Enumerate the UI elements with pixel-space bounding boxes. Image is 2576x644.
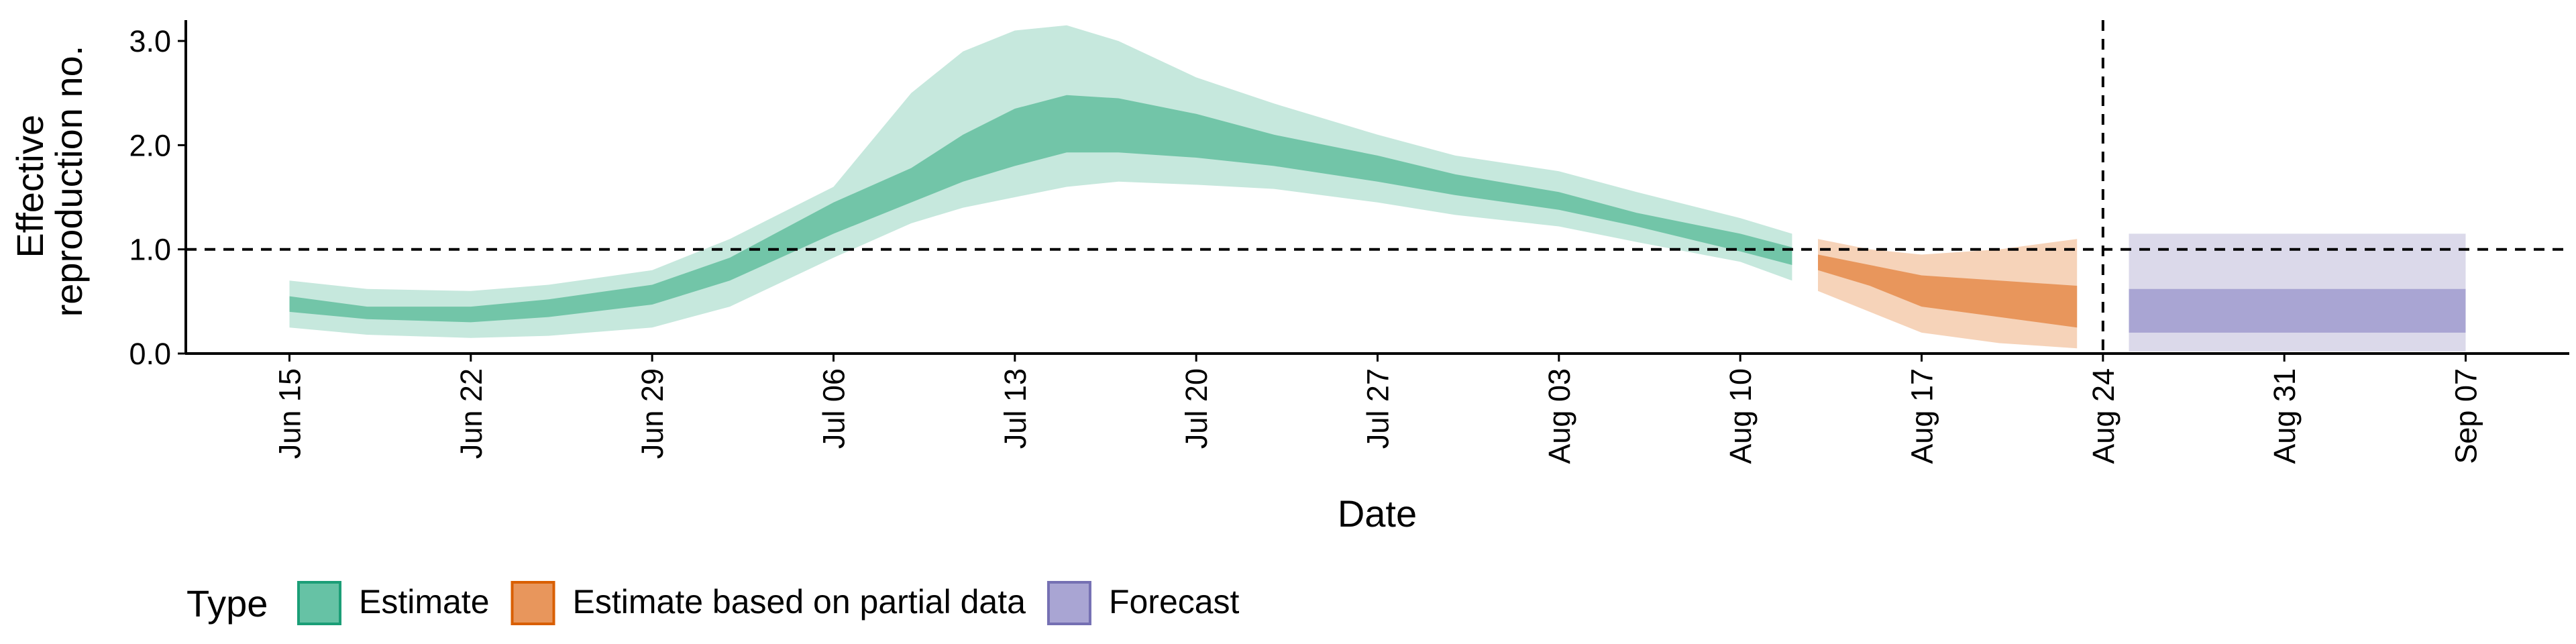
x-tick-labels: Jun 15 Jun 22 Jun 29 Jul 06 Jul 13 Jul 20 Jul … <box>273 354 2483 464</box>
band-50-series-1 <box>1818 254 2078 328</box>
x-axis-title: Date <box>1338 492 1417 535</box>
y-tick-labels: 0.0 1.0 2.0 3.0 <box>129 24 186 371</box>
y-axis-title: Effective reproduction no. <box>9 46 90 317</box>
legend-swatch-0 <box>297 581 341 625</box>
legend: Type Estimate Estimate based on partial d… <box>186 581 1240 625</box>
legend-title: Type <box>186 582 268 625</box>
x-tick-label: Aug 24 <box>2086 368 2121 464</box>
band-90-series-0 <box>289 25 1792 338</box>
y-axis-title-line2: reproduction no. <box>48 46 90 317</box>
band-50-series-2 <box>2129 288 2466 333</box>
x-tick-label: Jul 20 <box>1179 368 1214 449</box>
x-tick-label: Sep 07 <box>2449 368 2483 464</box>
legend-label-2: Forecast <box>1109 583 1240 621</box>
legend-label-0: Estimate <box>359 583 490 621</box>
estimate-bands <box>289 25 2466 352</box>
x-tick-label: Aug 17 <box>1905 368 1939 464</box>
legend-swatch-2 <box>1046 581 1091 625</box>
y-tick-label: 3.0 <box>129 24 171 58</box>
x-tick-label: Jun 15 <box>273 368 307 459</box>
y-tick-label: 2.0 <box>129 128 171 162</box>
x-tick-label: Jun 29 <box>635 368 669 459</box>
reference-lines <box>186 20 2569 354</box>
x-tick-label: Aug 31 <box>2267 368 2302 464</box>
legend-label-1: Estimate based on partial data <box>573 583 1026 621</box>
band-50-series-0 <box>289 95 1792 323</box>
legend-swatch-1 <box>511 581 555 625</box>
x-tick-label: Jun 22 <box>454 368 488 459</box>
x-tick-label: Jul 06 <box>817 368 851 449</box>
x-tick-label: Aug 10 <box>1723 368 1758 464</box>
y-tick-label: 1.0 <box>129 233 171 267</box>
y-tick-label: 0.0 <box>129 337 171 371</box>
x-tick-label: Jul 13 <box>998 368 1032 449</box>
y-axis-title-line1: Effective <box>9 115 51 258</box>
x-tick-label: Jul 27 <box>1361 368 1395 449</box>
x-tick-label: Aug 03 <box>1542 368 1576 464</box>
